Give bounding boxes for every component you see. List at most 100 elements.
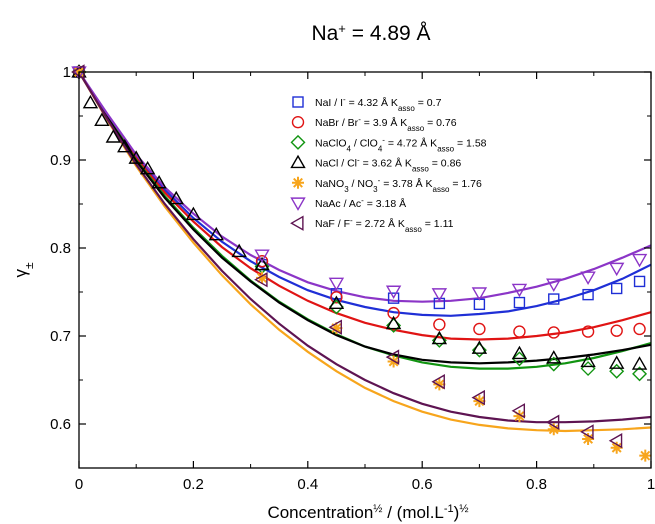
point-naclo4 [609, 363, 625, 379]
point-nai [433, 297, 446, 310]
x-tick-label: 0 [75, 476, 83, 493]
point-naac [580, 271, 596, 285]
point-nano3 [433, 378, 446, 391]
point-nabr [255, 255, 269, 268]
legend-label-naf: NaF / F- = 2.72 Å Kasso = 1.11 [315, 216, 454, 234]
legend: NaI / I- = 4.32 Å Kasso = 0.7 NaBr / Br- … [290, 95, 487, 234]
legend-marker-nabr [291, 115, 305, 129]
point-nano3 [330, 322, 343, 335]
x-tick-label: 0.2 [183, 476, 204, 493]
point-nacl [139, 160, 156, 175]
point-nacl [94, 112, 110, 126]
point-naf [328, 319, 342, 335]
y-tick-label: 0.6 [50, 416, 71, 433]
point-nacl [608, 355, 625, 369]
point-naf [580, 424, 594, 440]
x-tick-label: 0.4 [297, 476, 318, 493]
point-nacl [385, 315, 402, 330]
chart-title: Na+ = 4.89 Å [311, 21, 430, 46]
point-nabr [513, 325, 526, 338]
point-naac [431, 288, 448, 302]
point-naac [254, 249, 270, 263]
point-nabr [610, 324, 623, 337]
point-nacl [117, 138, 133, 153]
legend-label-naac: NaAc / Ac- = 3.18 Å [315, 196, 406, 211]
point-naf [254, 271, 268, 288]
point-nai [473, 298, 486, 311]
point-naclo4 [546, 356, 562, 372]
point-nacl [631, 356, 648, 370]
point-nano3 [582, 432, 595, 445]
point-nabr [581, 325, 595, 338]
point-nai [513, 296, 526, 309]
point-nabr [473, 322, 486, 336]
point-nacl [231, 243, 247, 258]
point-nai [548, 293, 560, 305]
x-tick-label: 0.8 [526, 476, 547, 493]
point-nacl [208, 226, 224, 241]
x-tick-label: 1 [647, 476, 655, 493]
point-naf [385, 349, 400, 365]
point-nacl [128, 150, 144, 164]
point-nano3 [256, 271, 269, 284]
legend-label-nacl: NaCl / Cl- = 3.62 Å Kasso = 0.86 [315, 155, 461, 173]
point-naac [328, 277, 345, 292]
point-nacl [82, 94, 99, 109]
point-nacl [511, 345, 528, 360]
legend-label-naclo4: NaClO4 / ClO4- = 4.72 Å Kasso = 1.58 [315, 135, 487, 153]
point-naf [431, 374, 445, 390]
point-nacl [580, 353, 596, 368]
legend-label-nabr: NaBr / Br- = 3.9 Å Kasso = 0.76 [315, 115, 457, 133]
point-naclo4 [431, 332, 447, 348]
point-nacl [471, 340, 488, 354]
point-nacl [105, 129, 122, 143]
point-nacl [168, 190, 184, 205]
point-naf [471, 389, 485, 406]
point-nai [610, 282, 623, 295]
point-nabr [547, 326, 560, 339]
point-nano3 [610, 441, 623, 454]
point-naac [631, 253, 648, 268]
point-nano3 [639, 449, 652, 462]
x-axis-label: Concentration½ / (mol.L-1)½ [267, 503, 468, 522]
point-nacl [151, 174, 167, 189]
y-tick-label: 0.7 [50, 328, 71, 345]
legend-label-nano3: NaNO3 / NO3- = 3.78 Å Kasso = 1.76 [315, 175, 482, 193]
fit-line-nai [78, 71, 652, 317]
legend-marker-nacl [290, 154, 306, 169]
point-nabr [633, 322, 646, 336]
x-tick-label: 0.6 [412, 476, 433, 493]
point-naclo4 [632, 366, 648, 382]
point-naclo4 [386, 317, 402, 333]
fit-line-nabr [78, 71, 652, 341]
point-naac [71, 66, 87, 80]
point-naac [608, 262, 625, 277]
point-nacl [546, 350, 562, 364]
point-naclo4 [511, 351, 527, 367]
fit-line-naf [78, 71, 652, 424]
point-nacl [254, 256, 270, 271]
point-naf [545, 414, 560, 430]
y-axis-label: γ± [11, 262, 36, 278]
point-naac [511, 283, 528, 298]
plot-frame [78, 71, 652, 469]
point-nai [582, 288, 594, 301]
point-nano3 [547, 423, 560, 436]
axes: 0 0.2 0.4 0.6 0.8 1 0.6 0.7 0.8 0.9 1 [50, 64, 655, 493]
point-nano3 [513, 410, 526, 423]
legend-label-nai: NaI / I- = 4.32 Å Kasso = 0.7 [315, 95, 442, 113]
point-nabr [433, 318, 446, 331]
point-nai [633, 275, 646, 288]
legend-marker-naac [290, 197, 306, 211]
point-nabr [330, 291, 343, 304]
point-naac [546, 278, 562, 292]
point-nacl [328, 295, 345, 310]
point-nacl [185, 206, 202, 221]
point-naac [385, 285, 402, 300]
legend-marker-naf [290, 215, 304, 231]
y-tick-label: 1 [63, 64, 71, 81]
legend-marker-naclo4 [290, 134, 306, 150]
legend-marker-nai [292, 96, 304, 108]
legend-marker-nano3 [292, 176, 304, 189]
